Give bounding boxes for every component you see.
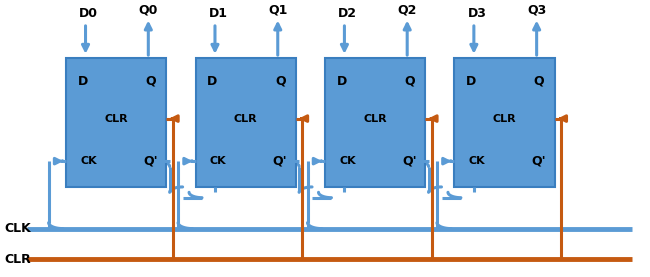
Text: Q: Q — [146, 75, 156, 88]
Text: Q: Q — [275, 75, 285, 88]
FancyBboxPatch shape — [66, 58, 166, 187]
Text: D2: D2 — [338, 7, 357, 20]
Text: Q2: Q2 — [398, 3, 417, 16]
Text: D: D — [78, 75, 88, 88]
Text: CK: CK — [210, 156, 226, 166]
Text: D3: D3 — [467, 7, 486, 20]
Text: CLR: CLR — [493, 114, 516, 124]
Text: CK: CK — [339, 156, 356, 166]
Text: CLK: CLK — [5, 222, 31, 235]
FancyBboxPatch shape — [454, 58, 554, 187]
FancyBboxPatch shape — [325, 58, 425, 187]
Text: Q0: Q0 — [138, 3, 158, 16]
Text: CK: CK — [81, 156, 97, 166]
Text: D: D — [337, 75, 347, 88]
Text: CLR: CLR — [105, 114, 128, 124]
Text: CLR: CLR — [234, 114, 257, 124]
FancyBboxPatch shape — [196, 58, 296, 187]
Text: D: D — [466, 75, 476, 88]
Text: CLR: CLR — [5, 253, 31, 266]
Text: Q1: Q1 — [268, 3, 287, 16]
Text: D: D — [207, 75, 218, 88]
Text: D0: D0 — [79, 7, 98, 20]
Text: CLR: CLR — [363, 114, 387, 124]
Text: Q': Q' — [144, 155, 158, 168]
Text: Q: Q — [404, 75, 415, 88]
Text: Q3: Q3 — [527, 3, 546, 16]
Text: CK: CK — [469, 156, 486, 166]
Text: Q': Q' — [402, 155, 417, 168]
Text: D1: D1 — [209, 7, 228, 20]
Text: Q: Q — [534, 75, 545, 88]
Text: Q': Q' — [273, 155, 287, 168]
Text: Q': Q' — [532, 155, 547, 168]
